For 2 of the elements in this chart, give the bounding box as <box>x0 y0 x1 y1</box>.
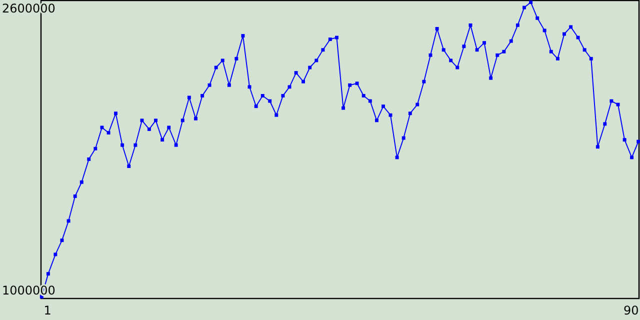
x-tick-label: 90 <box>623 304 639 318</box>
x-tick-label: 1 <box>44 304 52 318</box>
